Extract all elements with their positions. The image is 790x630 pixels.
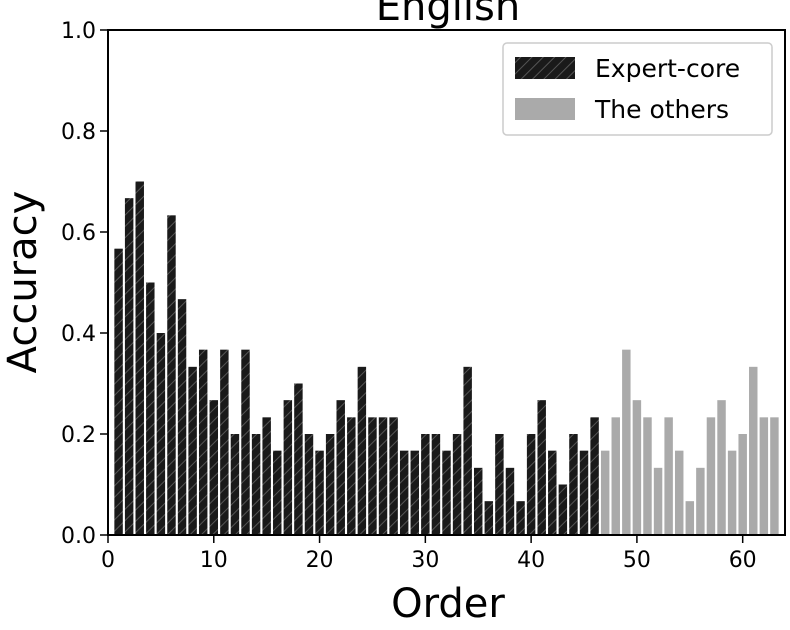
- bar-expert-core-26: [378, 417, 388, 535]
- bar-expert-core-7: [177, 299, 187, 535]
- bar-expert-core-33: [452, 434, 462, 535]
- y-tick-label: 0.8: [61, 120, 96, 145]
- bar-the-others-61: [749, 366, 758, 535]
- bar-the-others-54: [674, 450, 684, 535]
- bar-expert-core-14: [251, 434, 261, 535]
- bar-expert-core-39: [516, 501, 525, 535]
- legend-swatch-expert-core: [515, 57, 575, 79]
- bar-the-others-51: [643, 417, 652, 535]
- bar-expert-core-30: [421, 434, 430, 535]
- bar-expert-core-11: [220, 349, 229, 535]
- x-tick-label: 0: [101, 548, 115, 573]
- bar-expert-core-28: [399, 450, 409, 535]
- x-tick-label: 50: [623, 548, 651, 573]
- bar-expert-core-15: [262, 417, 271, 535]
- bar-expert-core-6: [167, 215, 176, 535]
- x-tick-label: 30: [411, 548, 439, 573]
- bar-expert-core-4: [146, 282, 155, 535]
- bar-the-others-55: [685, 501, 695, 535]
- x-axis-ticks: 0 10 20 30 40 50 60: [101, 535, 757, 573]
- bar-expert-core-5: [156, 333, 166, 535]
- bar-the-others-56: [696, 467, 705, 535]
- bar-the-others-62: [759, 417, 769, 535]
- y-tick-label: 0.2: [61, 423, 96, 448]
- bar-expert-core-36: [484, 501, 494, 535]
- bar-expert-core-40: [526, 434, 536, 535]
- x-tick-label: 40: [517, 548, 545, 573]
- bar-the-others-63: [770, 417, 779, 535]
- bar-expert-core-45: [579, 450, 589, 535]
- y-tick-label: 0.4: [61, 322, 96, 347]
- bar-expert-core-35: [474, 467, 483, 535]
- bar-expert-core-16: [273, 450, 282, 535]
- bar-expert-core-20: [315, 450, 324, 535]
- bar-expert-core-34: [463, 366, 472, 535]
- bar-expert-core-22: [336, 400, 345, 535]
- bar-expert-core-42: [548, 450, 557, 535]
- x-tick-label: 20: [306, 548, 334, 573]
- plot-frame: [107, 29, 786, 536]
- bar-the-others-52: [653, 467, 663, 535]
- bar-the-others-47: [600, 450, 610, 535]
- bar-expert-core-18: [294, 383, 303, 535]
- legend: Expert-core The others: [502, 42, 773, 136]
- bar-the-others-53: [664, 417, 673, 535]
- bar-expert-core-12: [230, 434, 240, 535]
- y-tick-label: 0.0: [61, 524, 96, 549]
- bar-expert-core-31: [431, 434, 441, 535]
- bar-expert-core-1: [114, 248, 123, 536]
- bar-expert-core-2: [124, 198, 134, 535]
- y-axis-label: Accuracy: [0, 191, 46, 374]
- y-axis-ticks: 0.0 0.2 0.4 0.6 0.8 1.0: [61, 19, 108, 549]
- x-tick-label: 60: [729, 548, 757, 573]
- bar-expert-core-43: [558, 484, 568, 535]
- legend-label-expert-core: Expert-core: [595, 54, 740, 83]
- bar-expert-core-19: [304, 434, 314, 535]
- bar-the-others-50: [632, 400, 642, 535]
- bar-expert-core-23: [347, 417, 356, 535]
- legend-swatch-the-others: [515, 98, 575, 120]
- bar-the-others-48: [611, 417, 620, 535]
- bar-expert-core-29: [410, 450, 419, 535]
- bar-expert-core-13: [241, 349, 250, 535]
- bar-expert-core-3: [135, 181, 144, 535]
- bar-expert-core-32: [442, 450, 451, 535]
- chart-title: English: [376, 0, 520, 30]
- bar-the-others-57: [706, 417, 716, 535]
- bar-expert-core-37: [495, 434, 504, 535]
- bar-expert-core-41: [537, 400, 546, 535]
- bar-expert-core-21: [325, 434, 335, 535]
- legend-label-the-others: The others: [594, 95, 729, 124]
- bar-expert-core-44: [569, 434, 578, 535]
- bar-expert-core-46: [590, 417, 599, 535]
- bar-expert-core-38: [505, 467, 515, 535]
- bar-expert-core-25: [368, 417, 377, 535]
- bar-the-others-59: [727, 450, 737, 535]
- y-tick-label: 1.0: [61, 19, 96, 44]
- bar-expert-core-24: [357, 366, 367, 535]
- y-tick-label: 0.6: [61, 221, 96, 246]
- bar-expert-core-8: [188, 366, 197, 535]
- bar-expert-core-9: [198, 349, 208, 535]
- bar-the-others-60: [738, 434, 747, 535]
- bar-expert-core-27: [389, 417, 398, 535]
- bars-group: [114, 181, 779, 536]
- x-axis-label: Order: [391, 581, 505, 627]
- bar-expert-core-17: [283, 400, 293, 535]
- x-tick-label: 10: [200, 548, 228, 573]
- bar-the-others-49: [622, 349, 631, 535]
- bar-expert-core-10: [209, 400, 219, 535]
- bar-the-others-58: [717, 400, 726, 535]
